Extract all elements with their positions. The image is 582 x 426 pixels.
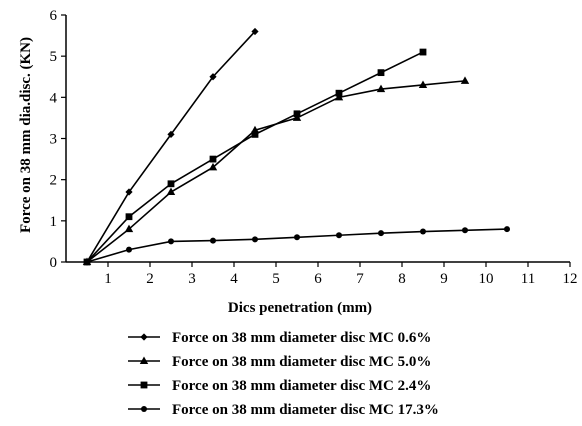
data-point <box>251 27 259 36</box>
data-point <box>294 234 300 241</box>
legend-marker <box>141 406 147 412</box>
data-point <box>210 237 216 244</box>
y-tick-label: 4 <box>50 90 58 106</box>
data-point <box>293 110 301 118</box>
legend-item: Force on 38 mm diameter disc MC 2.4% <box>128 378 431 394</box>
data-point <box>166 187 176 196</box>
y-tick-label: 6 <box>50 8 58 24</box>
x-tick-label: 3 <box>188 271 196 287</box>
data-point <box>377 69 385 77</box>
legend-label: Force on 38 mm diameter disc MC 17.3% <box>172 402 439 418</box>
series-line <box>86 30 256 263</box>
x-tick-label: 5 <box>272 271 280 287</box>
data-point <box>167 180 175 188</box>
y-axis-title: Force on 38 mm dia.disc. (KN) <box>18 37 34 233</box>
legend-marker <box>140 333 148 341</box>
series-group <box>82 27 510 266</box>
data-point <box>504 226 510 233</box>
legend-item: Force on 38 mm diameter disc MC 17.3% <box>128 402 439 418</box>
series-circle <box>84 226 510 265</box>
x-axis-title: Dics penetration (mm) <box>228 300 372 316</box>
data-point <box>167 130 175 138</box>
x-tick-label: 1 <box>104 271 112 287</box>
data-point <box>378 230 384 237</box>
data-point <box>336 232 342 239</box>
data-point <box>209 73 217 81</box>
data-point <box>125 188 133 196</box>
legend-marker <box>140 381 148 389</box>
legend: Force on 38 mm diameter disc MC 0.6% Forc… <box>128 330 439 418</box>
y-tick-label: 3 <box>50 132 58 148</box>
x-tick-label: 7 <box>356 271 364 287</box>
x-tick-label: 6 <box>314 271 322 287</box>
x-tick-label: 2 <box>146 271 154 287</box>
legend-label: Force on 38 mm diameter disc MC 5.0% <box>172 354 431 370</box>
axes <box>65 15 570 263</box>
data-point <box>124 224 134 233</box>
y-tick-label: 1 <box>50 214 58 230</box>
data-point <box>84 259 90 265</box>
series-line <box>86 51 424 263</box>
data-point <box>209 155 217 163</box>
data-point <box>168 238 174 245</box>
data-point <box>376 84 386 93</box>
x-tick-label: 8 <box>398 271 406 287</box>
x-tick-label: 10 <box>479 271 494 287</box>
data-point <box>208 162 218 171</box>
x-tick-label: 12 <box>563 271 578 287</box>
x-tick-label: 4 <box>230 271 238 287</box>
data-point <box>125 213 133 221</box>
legend-item: Force on 38 mm diameter disc MC 0.6% <box>128 330 431 346</box>
y-tick-label: 2 <box>50 173 58 189</box>
y-tick-label: 5 <box>50 49 58 65</box>
data-point <box>335 89 343 97</box>
series-triangle <box>82 76 470 265</box>
data-point <box>252 236 258 243</box>
series-line <box>86 228 508 263</box>
x-tick-label: 9 <box>440 271 448 287</box>
legend-marker <box>139 356 149 364</box>
data-point <box>462 227 468 234</box>
data-point <box>251 130 259 138</box>
data-point <box>460 76 470 84</box>
series-diamond <box>83 27 259 266</box>
data-point <box>418 80 428 88</box>
y-tick-label: 0 <box>50 255 58 271</box>
legend-label: Force on 38 mm diameter disc MC 2.4% <box>172 378 431 394</box>
legend-item: Force on 38 mm diameter disc MC 5.0% <box>128 354 431 370</box>
legend-label: Force on 38 mm diameter disc MC 0.6% <box>172 330 431 346</box>
x-tick-label: 11 <box>521 271 535 287</box>
data-point <box>419 48 427 56</box>
data-point <box>126 246 132 253</box>
data-point <box>420 228 426 235</box>
